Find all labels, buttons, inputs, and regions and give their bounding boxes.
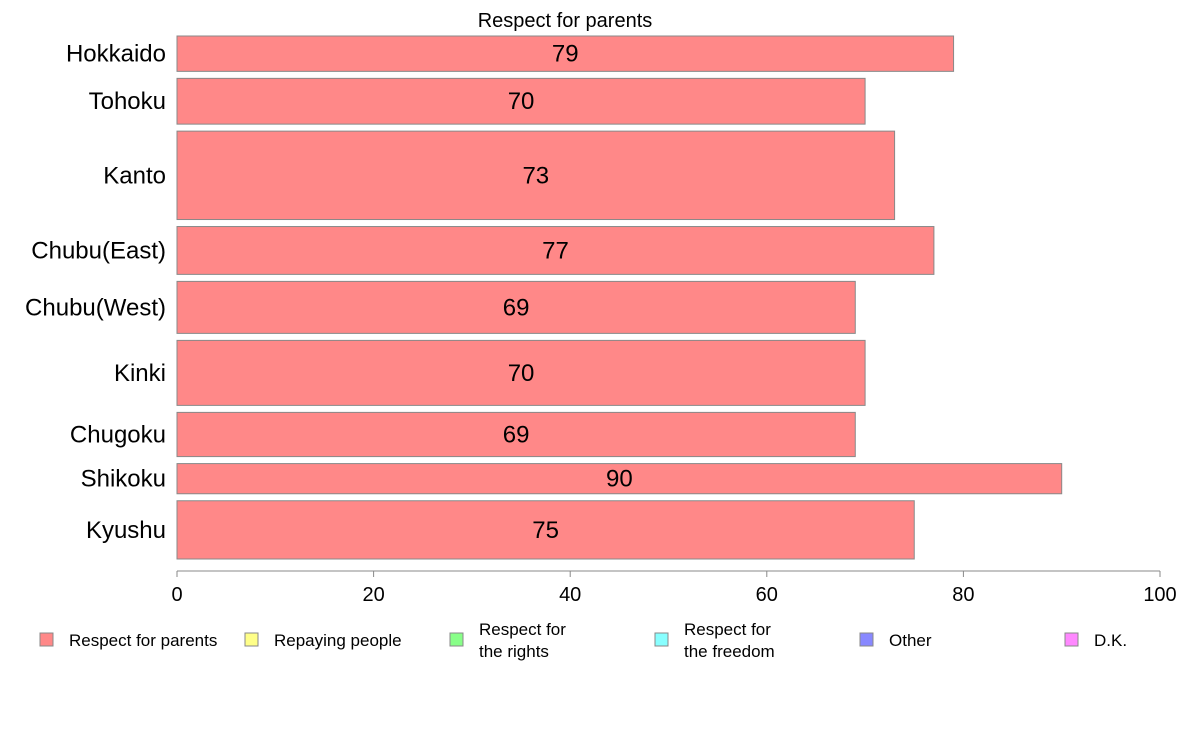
category-label: Chubu(East) <box>31 237 166 264</box>
legend: Respect for parents Repaying people Respec… <box>39 620 1127 661</box>
data-label: 70 <box>508 360 535 387</box>
data-label: 73 <box>522 162 549 189</box>
legend-label: Respect for parents <box>69 631 217 650</box>
category-label: Chubu(West) <box>25 294 166 321</box>
legend-label: Respect for the rights <box>479 620 566 661</box>
x-tick-label: 40 <box>559 584 581 606</box>
data-label: 90 <box>606 466 633 493</box>
bar-hokkaido <box>176 35 955 72</box>
x-tick-label: 80 <box>952 584 974 606</box>
bar-chubu-east- <box>176 226 935 275</box>
category-label: Tohoku <box>89 88 166 115</box>
x-axis: 0 20 40 60 80 100 <box>171 570 1177 606</box>
legend-label: Repaying people <box>274 631 402 650</box>
data-label: 75 <box>532 517 559 544</box>
legend-label: D.K. <box>1094 631 1127 650</box>
x-tick-label: 60 <box>756 584 778 606</box>
x-tick-label: 100 <box>1143 584 1176 606</box>
category-label: Kinki <box>114 360 166 387</box>
data-label: 77 <box>542 237 569 264</box>
category-label: Hokkaido <box>66 41 166 68</box>
legend-swatch <box>1064 632 1079 647</box>
legend-swatch <box>654 632 669 647</box>
bar-tohoku <box>176 77 866 125</box>
x-tick-label: 0 <box>171 584 182 606</box>
legend-swatch <box>244 632 259 647</box>
bar-kinki <box>176 339 866 406</box>
bar-kyushu <box>176 500 915 560</box>
category-label: Kyushu <box>86 517 166 544</box>
data-label: 69 <box>503 421 530 448</box>
category-label: Shikoku <box>81 466 166 493</box>
bar-group: Hokkaido 79 Tohoku 70 Kanto 73 Chubu(East) 77 Ch… <box>25 35 1063 560</box>
legend-label: Other <box>889 631 932 650</box>
legend-swatch <box>859 632 874 647</box>
bar-chugoku <box>176 411 856 458</box>
category-label: Kanto <box>103 162 166 189</box>
bar-shikoku <box>176 463 1063 495</box>
data-label: 79 <box>552 41 579 68</box>
chart-title: Respect for parents <box>478 10 653 32</box>
legend-label: Respect for the freedom <box>684 620 775 661</box>
x-tick-label: 20 <box>362 584 384 606</box>
category-label: Chugoku <box>70 421 166 448</box>
data-label: 70 <box>508 88 535 115</box>
legend-swatch <box>39 632 54 647</box>
legend-swatch <box>449 632 464 647</box>
bar-kanto <box>176 130 896 221</box>
bar-chubu-west- <box>176 280 856 334</box>
data-label: 69 <box>503 294 530 321</box>
